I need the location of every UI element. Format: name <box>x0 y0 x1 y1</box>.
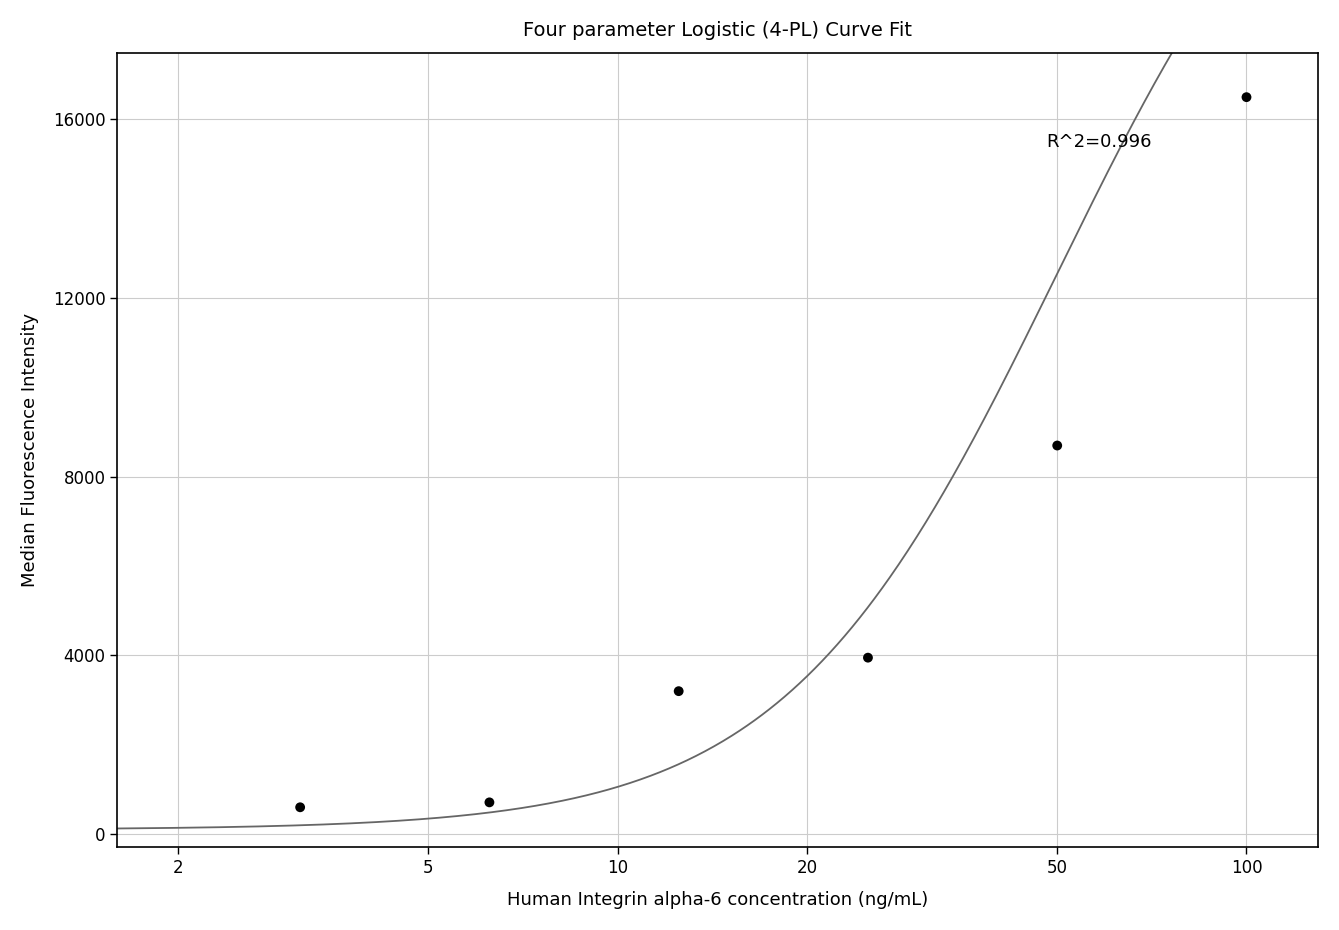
Point <box>857 650 878 665</box>
X-axis label: Human Integrin alpha-6 concentration (ng/mL): Human Integrin alpha-6 concentration (ng… <box>507 891 928 910</box>
Title: Four parameter Logistic (4-PL) Curve Fit: Four parameter Logistic (4-PL) Curve Fit <box>524 20 912 40</box>
Point <box>1047 438 1069 453</box>
Point <box>1236 89 1257 104</box>
Point <box>100 817 122 831</box>
Point <box>668 684 690 698</box>
Point <box>289 800 311 815</box>
Point <box>479 795 501 810</box>
Y-axis label: Median Fluorescence Intensity: Median Fluorescence Intensity <box>21 312 39 587</box>
Text: R^2=0.996: R^2=0.996 <box>1046 133 1152 151</box>
